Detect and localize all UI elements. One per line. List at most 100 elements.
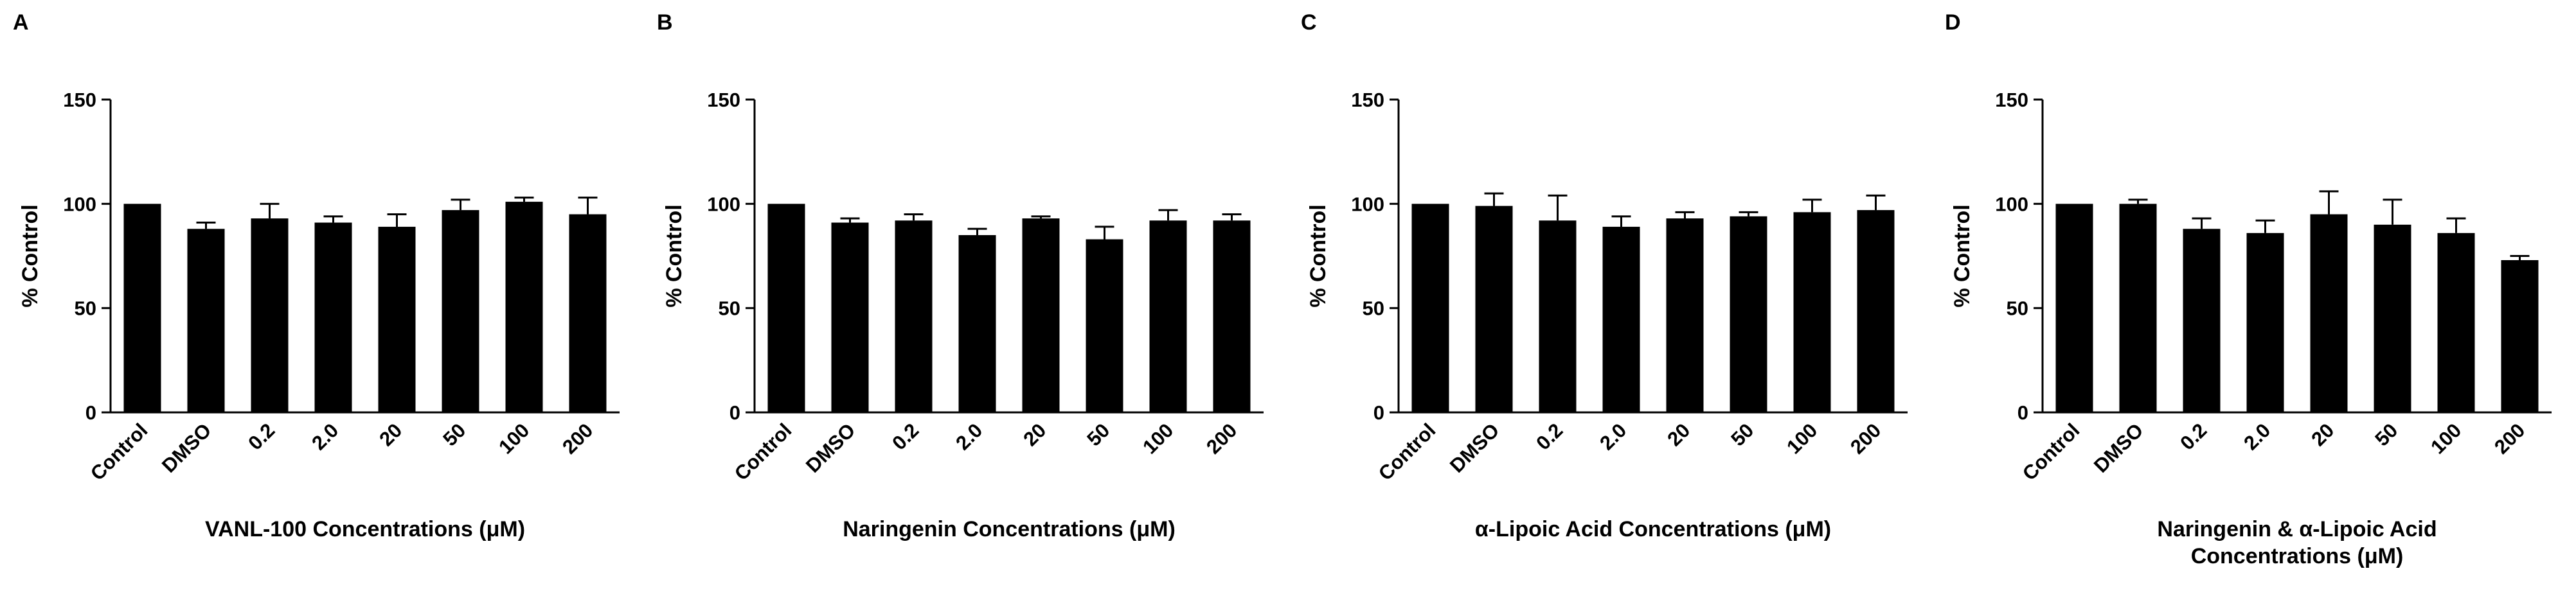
y-tick-label: 50 [719, 297, 740, 320]
bar [379, 227, 416, 412]
category-label: 100 [1782, 419, 1821, 458]
category-label: 20 [375, 419, 406, 450]
bar [2374, 225, 2411, 412]
category-label: 100 [2426, 419, 2465, 458]
panel-letter-c: C [1301, 10, 1317, 35]
bar [506, 202, 543, 412]
bar [2056, 204, 2093, 412]
category-label: 0.2 [1532, 419, 1567, 454]
bar [2311, 215, 2348, 412]
category-label: 200 [1202, 419, 1241, 458]
y-tick-label: 100 [63, 193, 96, 215]
bar [442, 210, 479, 412]
bar [2501, 260, 2539, 412]
category-label: 20 [1019, 419, 1050, 450]
category-label: DMSO [1445, 419, 1504, 477]
category-label: 0.2 [888, 419, 923, 454]
x-axis-label: VANL-100 Concentrations (μM) [205, 517, 525, 541]
bar-chart-d: D 0 50 100 150 % Control Control DMSO 0.2 2.0 20 50… [1932, 0, 2576, 589]
category-label: 200 [2490, 419, 2529, 458]
category-label: 50 [1726, 419, 1758, 450]
bar [251, 218, 289, 412]
y-tick-label: 100 [1351, 193, 1384, 215]
category-label: 50 [2370, 419, 2402, 450]
category-label: 20 [2307, 419, 2338, 450]
category-label: 0.2 [2176, 419, 2211, 454]
bar [1603, 227, 1640, 412]
bar [2438, 233, 2475, 412]
category-label: 2.0 [2239, 419, 2275, 454]
category-label: DMSO [2089, 419, 2148, 477]
bar [1086, 240, 1123, 412]
bar [569, 215, 607, 412]
category-label: 0.2 [244, 419, 279, 454]
x-axis-label: Naringenin Concentrations (μM) [843, 517, 1176, 541]
category-label: Control [86, 419, 152, 485]
bar-chart-b: B 0 50 100 150 % Control Control DMSO 0.2 2.0 20 50… [644, 0, 1288, 589]
bar [1150, 220, 1187, 412]
y-tick-label: 50 [75, 297, 96, 320]
bar [1476, 206, 1513, 412]
category-label: 50 [1082, 419, 1114, 450]
bar [895, 220, 933, 412]
y-tick-label: 150 [1351, 89, 1384, 111]
bar-chart-c: C 0 50 100 150 % Control Control DMSO 0.2 2.0 20 50… [1288, 0, 1932, 589]
bar [1730, 216, 1767, 412]
bar [959, 235, 996, 412]
y-axis-label: % Control [1306, 204, 1330, 308]
panel-letter-a: A [13, 10, 29, 35]
bar [1023, 218, 1060, 412]
chart-panel-c: C 0 50 100 150 % Control Control DMSO 0.2 2.0 20 50… [1288, 0, 1932, 589]
bar-chart-a: A 0 50 100 150 % Control Control DMSO 0.2 2.0 20 50… [0, 0, 644, 589]
x-axis-label: Concentrations (μM) [2191, 544, 2404, 568]
category-label: 50 [438, 419, 470, 450]
x-axis-label: α-Lipoic Acid Concentrations (μM) [1475, 517, 1831, 541]
bar [188, 229, 225, 412]
bar [2120, 204, 2157, 412]
y-tick-label: 100 [707, 193, 740, 215]
y-tick-label: 0 [1373, 401, 1384, 424]
category-label: Control [2018, 419, 2084, 485]
category-label: 200 [558, 419, 597, 458]
bar [1667, 218, 1704, 412]
panel-letter-b: B [657, 10, 673, 35]
y-tick-label: 0 [85, 401, 96, 424]
category-label: DMSO [801, 419, 860, 477]
y-tick-label: 50 [1363, 297, 1384, 320]
chart-panel-a: A 0 50 100 150 % Control Control DMSO 0.2 2.0 20 50… [0, 0, 644, 589]
bar [1539, 220, 1577, 412]
category-label: 200 [1846, 419, 1885, 458]
bar [1213, 220, 1251, 412]
bar [315, 223, 352, 412]
category-label: 100 [1138, 419, 1177, 458]
y-axis-label: % Control [662, 204, 686, 308]
bar [124, 204, 161, 412]
y-tick-label: 50 [2007, 297, 2028, 320]
chart-panel-b: B 0 50 100 150 % Control Control DMSO 0.2 2.0 20 50… [644, 0, 1288, 589]
category-label: 2.0 [307, 419, 343, 454]
y-tick-label: 150 [1995, 89, 2028, 111]
category-label: 20 [1663, 419, 1694, 450]
y-tick-label: 0 [729, 401, 740, 424]
bar [1412, 204, 1449, 412]
bar [768, 204, 805, 412]
y-tick-label: 0 [2017, 401, 2028, 424]
x-axis-label: Naringenin & α-Lipoic Acid [2157, 517, 2437, 541]
bar [1794, 212, 1831, 412]
category-label: Control [730, 419, 796, 485]
y-tick-label: 150 [707, 89, 740, 111]
category-label: 100 [494, 419, 533, 458]
bar [832, 223, 869, 412]
bar [1857, 210, 1895, 412]
category-label: 2.0 [951, 419, 987, 454]
bar [2247, 233, 2284, 412]
panel-letter-d: D [1945, 10, 1961, 35]
y-axis-label: % Control [1950, 204, 1974, 308]
bar [2183, 229, 2221, 412]
category-label: DMSO [157, 419, 216, 477]
category-label: Control [1374, 419, 1440, 485]
y-axis-label: % Control [18, 204, 42, 308]
category-label: 2.0 [1595, 419, 1631, 454]
y-tick-label: 150 [63, 89, 96, 111]
chart-panel-d: D 0 50 100 150 % Control Control DMSO 0.2 2.0 20 50… [1932, 0, 2576, 589]
